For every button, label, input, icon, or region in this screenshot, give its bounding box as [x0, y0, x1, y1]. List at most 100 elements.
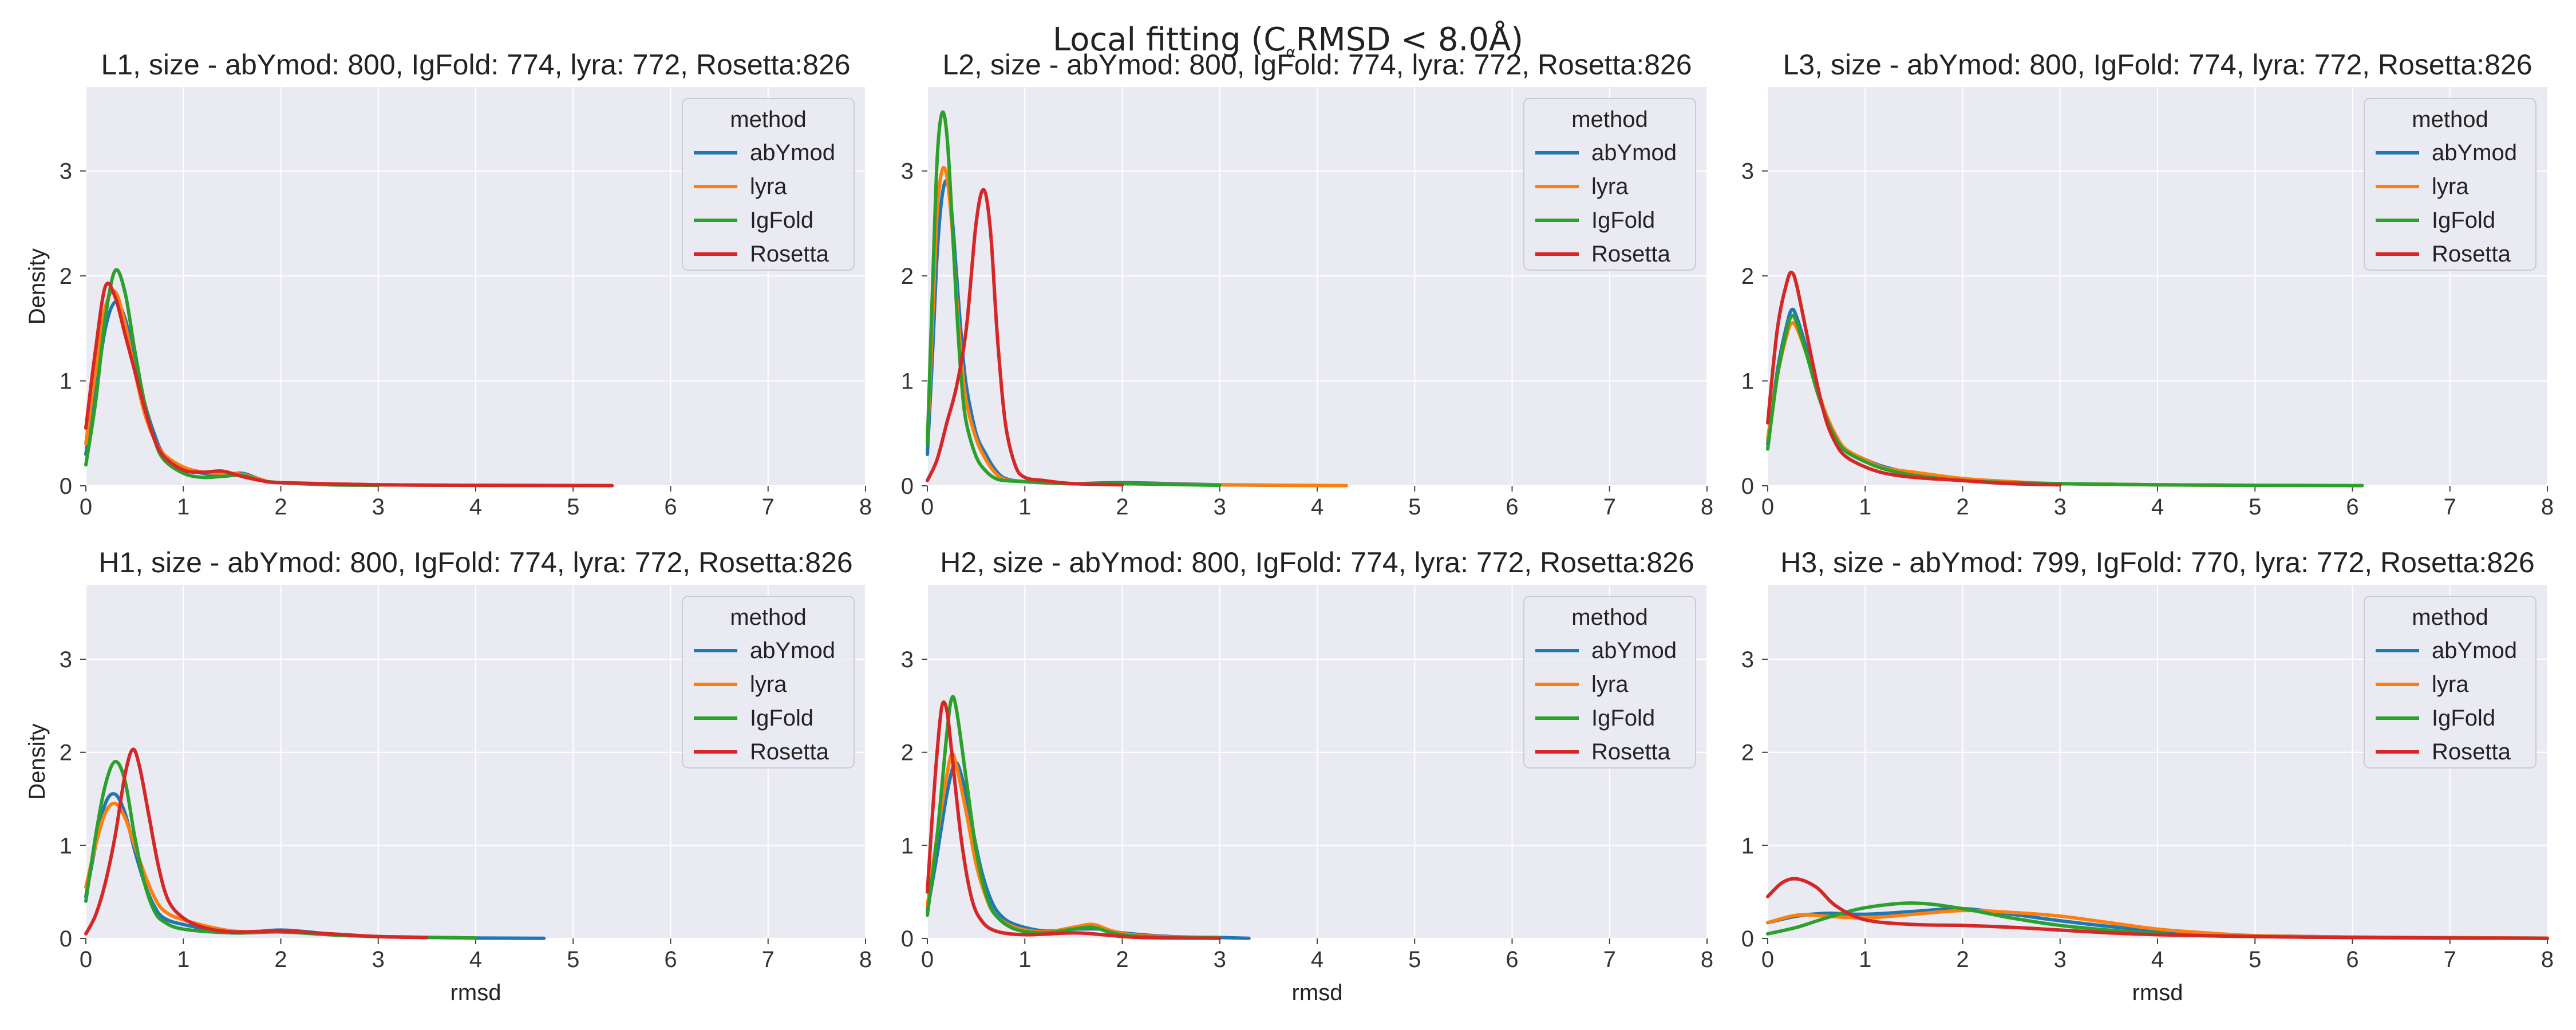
y-tick-label: 1 [60, 369, 72, 394]
x-tick-label: 6 [664, 494, 677, 520]
legend-entry-rosetta: Rosetta [2432, 241, 2511, 267]
x-tick-label: 2 [1956, 947, 1969, 972]
legend-entry-igfold: IgFold [1591, 706, 1655, 731]
legend-entry-lyra: lyra [1591, 174, 1629, 199]
chart-panel-4: H1, size - abYmod: 800, IgFold: 774, lyr… [25, 546, 872, 1005]
x-tick-label: 8 [2541, 494, 2554, 520]
y-tick-label: 2 [901, 264, 914, 289]
x-tick-label: 0 [80, 494, 92, 520]
chart-title: H2, size - abYmod: 800, IgFold: 774, lyr… [940, 546, 1694, 579]
legend-entry-igfold: IgFold [2432, 706, 2495, 731]
legend-entry-abymod: abYmod [1591, 140, 1677, 165]
series-line-rosetta [926, 188, 1124, 487]
x-tick-label: 6 [1506, 947, 1518, 972]
legend-entry-abymod: abYmod [2432, 638, 2517, 663]
x-tick-label: 7 [1603, 494, 1616, 520]
x-tick-label: 4 [469, 947, 482, 972]
chart-title: L3, size - abYmod: 800, IgFold: 774, lyr… [1783, 49, 2532, 81]
legend-box [2364, 98, 2537, 271]
legend-entry-abymod: abYmod [750, 140, 835, 165]
x-tick-label: 6 [2346, 494, 2358, 520]
chart-panel-3: L3, size - abYmod: 800, IgFold: 774, lyr… [1741, 49, 2554, 520]
y-tick-label: 0 [1741, 926, 1754, 952]
legend-title: method [1571, 605, 1647, 630]
y-tick-label: 3 [1741, 647, 1754, 672]
x-tick-label: 1 [1859, 494, 1871, 520]
series-lines [926, 695, 1251, 940]
x-tick-label: 3 [2054, 947, 2067, 972]
x-tick-label: 8 [1701, 947, 1713, 972]
y-tick-label: 2 [60, 264, 72, 289]
legend: method abYmod lyra IgFold Rosetta [2364, 596, 2537, 768]
x-tick-label: 6 [2346, 947, 2358, 972]
x-axis-label: rmsd [451, 980, 501, 1005]
legend-entry-lyra: lyra [2432, 174, 2469, 199]
legend: method abYmod lyra IgFold Rosetta [1523, 596, 1696, 768]
x-tick-label: 7 [1603, 947, 1616, 972]
y-tick-label: 1 [1741, 369, 1754, 394]
legend-entry-lyra: lyra [2432, 672, 2469, 697]
x-tick-label: 3 [1214, 947, 1226, 972]
legend-title: method [730, 107, 806, 132]
y-axis-label: Density [25, 248, 50, 324]
legend-entry-abymod: abYmod [1591, 638, 1677, 663]
x-tick-label: 7 [762, 494, 775, 520]
x-tick-label: 4 [469, 494, 482, 520]
x-tick-label: 5 [567, 494, 579, 520]
x-tick-label: 4 [1311, 947, 1323, 972]
legend-title: method [730, 605, 806, 630]
legend-title: method [2412, 107, 2488, 132]
x-tick-label: 3 [372, 494, 385, 520]
y-tick-label: 1 [901, 369, 914, 394]
x-tick-label: 5 [567, 947, 579, 972]
legend-box [2364, 596, 2537, 768]
x-tick-label: 1 [1018, 494, 1031, 520]
series-line-igfold [1766, 314, 2364, 488]
x-tick-label: 2 [274, 494, 287, 520]
legend: method abYmod lyra IgFold Rosetta [682, 596, 855, 768]
x-tick-label: 0 [1761, 947, 1774, 972]
legend-entry-igfold: IgFold [2432, 208, 2495, 233]
x-tick-label: 3 [1214, 494, 1226, 520]
x-tick-label: 1 [177, 947, 189, 972]
y-tick-label: 3 [901, 647, 914, 672]
y-tick-label: 1 [901, 833, 914, 858]
legend-box [682, 596, 855, 768]
x-tick-label: 2 [1956, 494, 1969, 520]
y-tick-label: 3 [901, 159, 914, 184]
y-tick-label: 1 [60, 833, 72, 858]
legend-entry-igfold: IgFold [750, 706, 813, 731]
x-axis-label: rmsd [2132, 980, 2183, 1005]
y-tick-label: 3 [1741, 159, 1754, 184]
panels: L1, size - abYmod: 800, IgFold: 774, lyr… [25, 49, 2554, 1005]
legend: method abYmod lyra IgFold Rosetta [2364, 98, 2537, 271]
x-tick-label: 2 [1116, 947, 1128, 972]
legend-entry-abymod: abYmod [2432, 140, 2517, 165]
series-line-rosetta [1766, 877, 2549, 940]
y-tick-label: 3 [60, 647, 72, 672]
chart-panel-1: L1, size - abYmod: 800, IgFold: 774, lyr… [25, 49, 872, 520]
y-tick-label: 0 [901, 926, 914, 952]
x-tick-label: 5 [2249, 494, 2261, 520]
x-tick-label: 2 [1116, 494, 1128, 520]
x-tick-label: 1 [1859, 947, 1871, 972]
x-tick-label: 8 [1701, 494, 1713, 520]
x-tick-label: 3 [372, 947, 385, 972]
y-tick-label: 2 [1741, 264, 1754, 289]
y-tick-label: 0 [60, 926, 72, 952]
legend: method abYmod lyra IgFold Rosetta [682, 98, 855, 271]
y-tick-label: 0 [1741, 474, 1754, 499]
x-tick-label: 7 [762, 947, 775, 972]
y-tick-label: 1 [1741, 833, 1754, 858]
legend-box [1523, 596, 1696, 768]
chart-title: L2, size - abYmod: 800, IgFold: 774, lyr… [942, 49, 1692, 81]
legend-entry-rosetta: Rosetta [1591, 739, 1671, 764]
x-tick-label: 3 [2054, 494, 2067, 520]
series-line-rosetta [926, 700, 1222, 940]
legend-entry-rosetta: Rosetta [750, 241, 829, 267]
x-tick-label: 1 [1018, 947, 1031, 972]
x-tick-label: 5 [1408, 494, 1421, 520]
x-tick-label: 0 [80, 947, 92, 972]
series-line-rosetta [1766, 271, 2062, 487]
chart-title: H1, size - abYmod: 800, IgFold: 774, lyr… [98, 546, 852, 579]
